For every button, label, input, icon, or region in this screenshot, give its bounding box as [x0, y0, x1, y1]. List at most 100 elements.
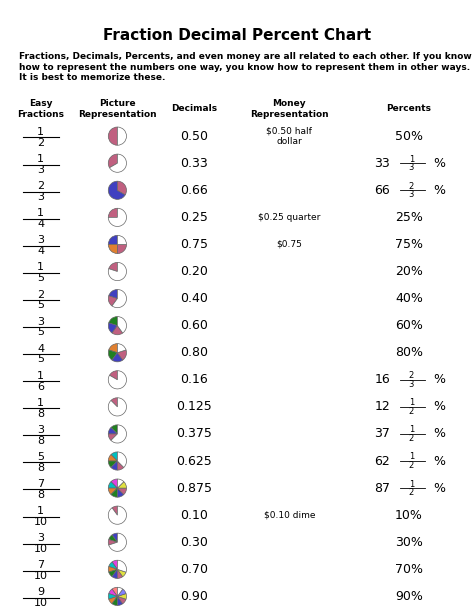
Text: 0.25: 0.25 [180, 211, 208, 224]
Wedge shape [118, 589, 126, 596]
Wedge shape [118, 316, 127, 333]
Wedge shape [109, 589, 118, 596]
Text: 87: 87 [374, 482, 390, 495]
Text: 4: 4 [37, 219, 44, 229]
Text: 2: 2 [409, 407, 414, 416]
Text: 9: 9 [37, 587, 44, 597]
Text: 0.16: 0.16 [180, 373, 208, 386]
Wedge shape [118, 560, 127, 572]
Text: 5: 5 [37, 327, 44, 337]
Wedge shape [112, 506, 118, 515]
Wedge shape [118, 344, 126, 352]
Text: %: % [433, 454, 445, 468]
Text: $0.75: $0.75 [276, 240, 302, 249]
Text: 2: 2 [409, 488, 414, 497]
Text: 10: 10 [34, 517, 48, 527]
Text: 2: 2 [37, 289, 44, 300]
Wedge shape [118, 461, 124, 470]
Wedge shape [108, 398, 127, 416]
Text: $0.50 half
dollar: $0.50 half dollar [266, 126, 312, 146]
Text: 0.33: 0.33 [180, 157, 208, 170]
Text: 8: 8 [37, 409, 44, 419]
Wedge shape [108, 593, 118, 600]
Wedge shape [118, 181, 127, 195]
Text: %: % [433, 157, 445, 170]
Wedge shape [108, 245, 118, 254]
Text: 1: 1 [409, 479, 414, 489]
Text: 2: 2 [409, 371, 414, 380]
Text: 1: 1 [37, 506, 44, 516]
Wedge shape [112, 560, 118, 569]
Wedge shape [118, 350, 127, 360]
Wedge shape [118, 596, 123, 606]
Wedge shape [118, 596, 126, 604]
Text: 0.875: 0.875 [176, 482, 212, 495]
Wedge shape [109, 533, 127, 551]
Wedge shape [109, 344, 118, 352]
Wedge shape [118, 569, 126, 577]
Text: 66: 66 [374, 184, 390, 197]
Text: 0.60: 0.60 [180, 319, 208, 332]
Text: 1: 1 [37, 371, 44, 381]
Text: 3: 3 [37, 425, 44, 435]
Wedge shape [111, 452, 118, 461]
Wedge shape [118, 245, 127, 254]
Text: 62: 62 [374, 454, 390, 468]
Wedge shape [118, 488, 124, 497]
Wedge shape [108, 506, 127, 524]
Wedge shape [111, 425, 127, 443]
Text: 8: 8 [37, 463, 44, 473]
Text: 10: 10 [34, 571, 48, 581]
Wedge shape [112, 326, 123, 335]
Text: 33: 33 [374, 157, 390, 170]
Text: 0.90: 0.90 [180, 590, 208, 603]
Text: 2: 2 [409, 434, 414, 443]
Wedge shape [109, 154, 127, 172]
Wedge shape [118, 587, 123, 596]
Wedge shape [108, 262, 127, 281]
Text: 1: 1 [37, 127, 44, 137]
Text: 1: 1 [409, 398, 414, 407]
Wedge shape [108, 539, 118, 545]
Text: 70%: 70% [395, 563, 423, 576]
Text: 40%: 40% [395, 292, 423, 305]
Text: 25%: 25% [395, 211, 423, 224]
Wedge shape [109, 562, 118, 569]
Text: %: % [433, 400, 445, 413]
Wedge shape [109, 262, 118, 272]
Text: Percents: Percents [386, 104, 431, 113]
Text: 90%: 90% [395, 590, 423, 603]
Wedge shape [108, 323, 118, 333]
Wedge shape [111, 488, 118, 497]
Text: 30%: 30% [395, 536, 423, 549]
Wedge shape [112, 569, 118, 579]
Text: 8: 8 [37, 490, 44, 500]
Text: 1: 1 [409, 452, 414, 462]
Text: 0.75: 0.75 [180, 238, 208, 251]
Text: 3: 3 [37, 533, 44, 543]
Text: 0.66: 0.66 [180, 184, 208, 197]
Text: 3: 3 [37, 235, 44, 245]
Text: 75%: 75% [395, 238, 423, 251]
Text: 1: 1 [37, 154, 44, 164]
Text: 0.375: 0.375 [176, 427, 212, 441]
Wedge shape [109, 535, 118, 543]
Text: 0.50: 0.50 [180, 129, 208, 143]
Text: 3: 3 [37, 316, 44, 327]
Text: Picture
Representation: Picture Representation [78, 99, 157, 118]
Text: %: % [433, 184, 445, 197]
Text: 7: 7 [37, 560, 44, 570]
Text: 12: 12 [374, 400, 390, 413]
Text: 6: 6 [37, 381, 44, 392]
Wedge shape [108, 488, 118, 495]
Wedge shape [118, 452, 127, 468]
Text: 3: 3 [409, 380, 414, 389]
Wedge shape [108, 208, 127, 226]
Text: 0.80: 0.80 [180, 346, 208, 359]
Text: Decimals: Decimals [171, 104, 217, 113]
Wedge shape [112, 596, 118, 606]
Wedge shape [108, 235, 118, 245]
Wedge shape [112, 533, 118, 543]
Wedge shape [108, 181, 125, 199]
Wedge shape [118, 127, 127, 145]
